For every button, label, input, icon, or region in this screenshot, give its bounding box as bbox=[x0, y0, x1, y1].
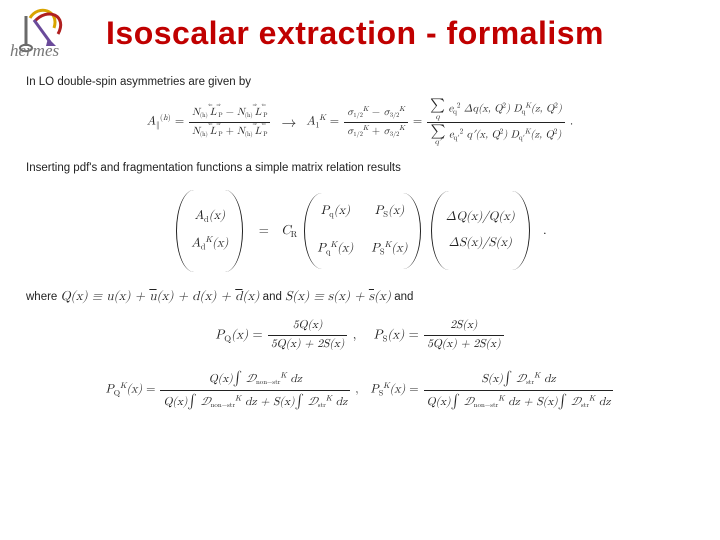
and-2: and bbox=[394, 291, 413, 303]
equation-asymmetry: A∥(h) = N(h) L P − N(h) L P N(h) L P + N… bbox=[26, 98, 694, 146]
slide-title: Isoscalar extraction - formalism bbox=[106, 15, 604, 52]
paragraph-3: where Q(x) ≡ u(x) + u(x) + d(x) + d(x) a… bbox=[26, 288, 694, 306]
paragraph-2: Inserting pdf's and fragmentation functi… bbox=[26, 160, 694, 176]
equation-PQK-PSK: PQK(x) = Q(x)∫ 𝒟non−strK dz Q(x)∫ 𝒟non−s… bbox=[26, 369, 694, 411]
equation-matrix: Ad(x) AdK(x) = CR Pq(x) PS(x) PqK(x) PSK… bbox=[26, 190, 694, 271]
svg-text:hermes: hermes bbox=[10, 41, 59, 58]
slide-header: hermes Isoscalar extraction - formalism bbox=[0, 0, 720, 64]
equation-PQ-PS: PQ(x) = 5Q(x) 5Q(x) + 2S(x) , PS(x) = 2S… bbox=[26, 318, 694, 353]
where-label: where bbox=[26, 291, 61, 303]
paragraph-1: In LO double-spin asymmetries are given … bbox=[26, 74, 694, 90]
and-1: and bbox=[263, 291, 285, 303]
slide-body: In LO double-spin asymmetries are given … bbox=[0, 64, 720, 411]
hermes-logo: hermes bbox=[8, 8, 96, 58]
